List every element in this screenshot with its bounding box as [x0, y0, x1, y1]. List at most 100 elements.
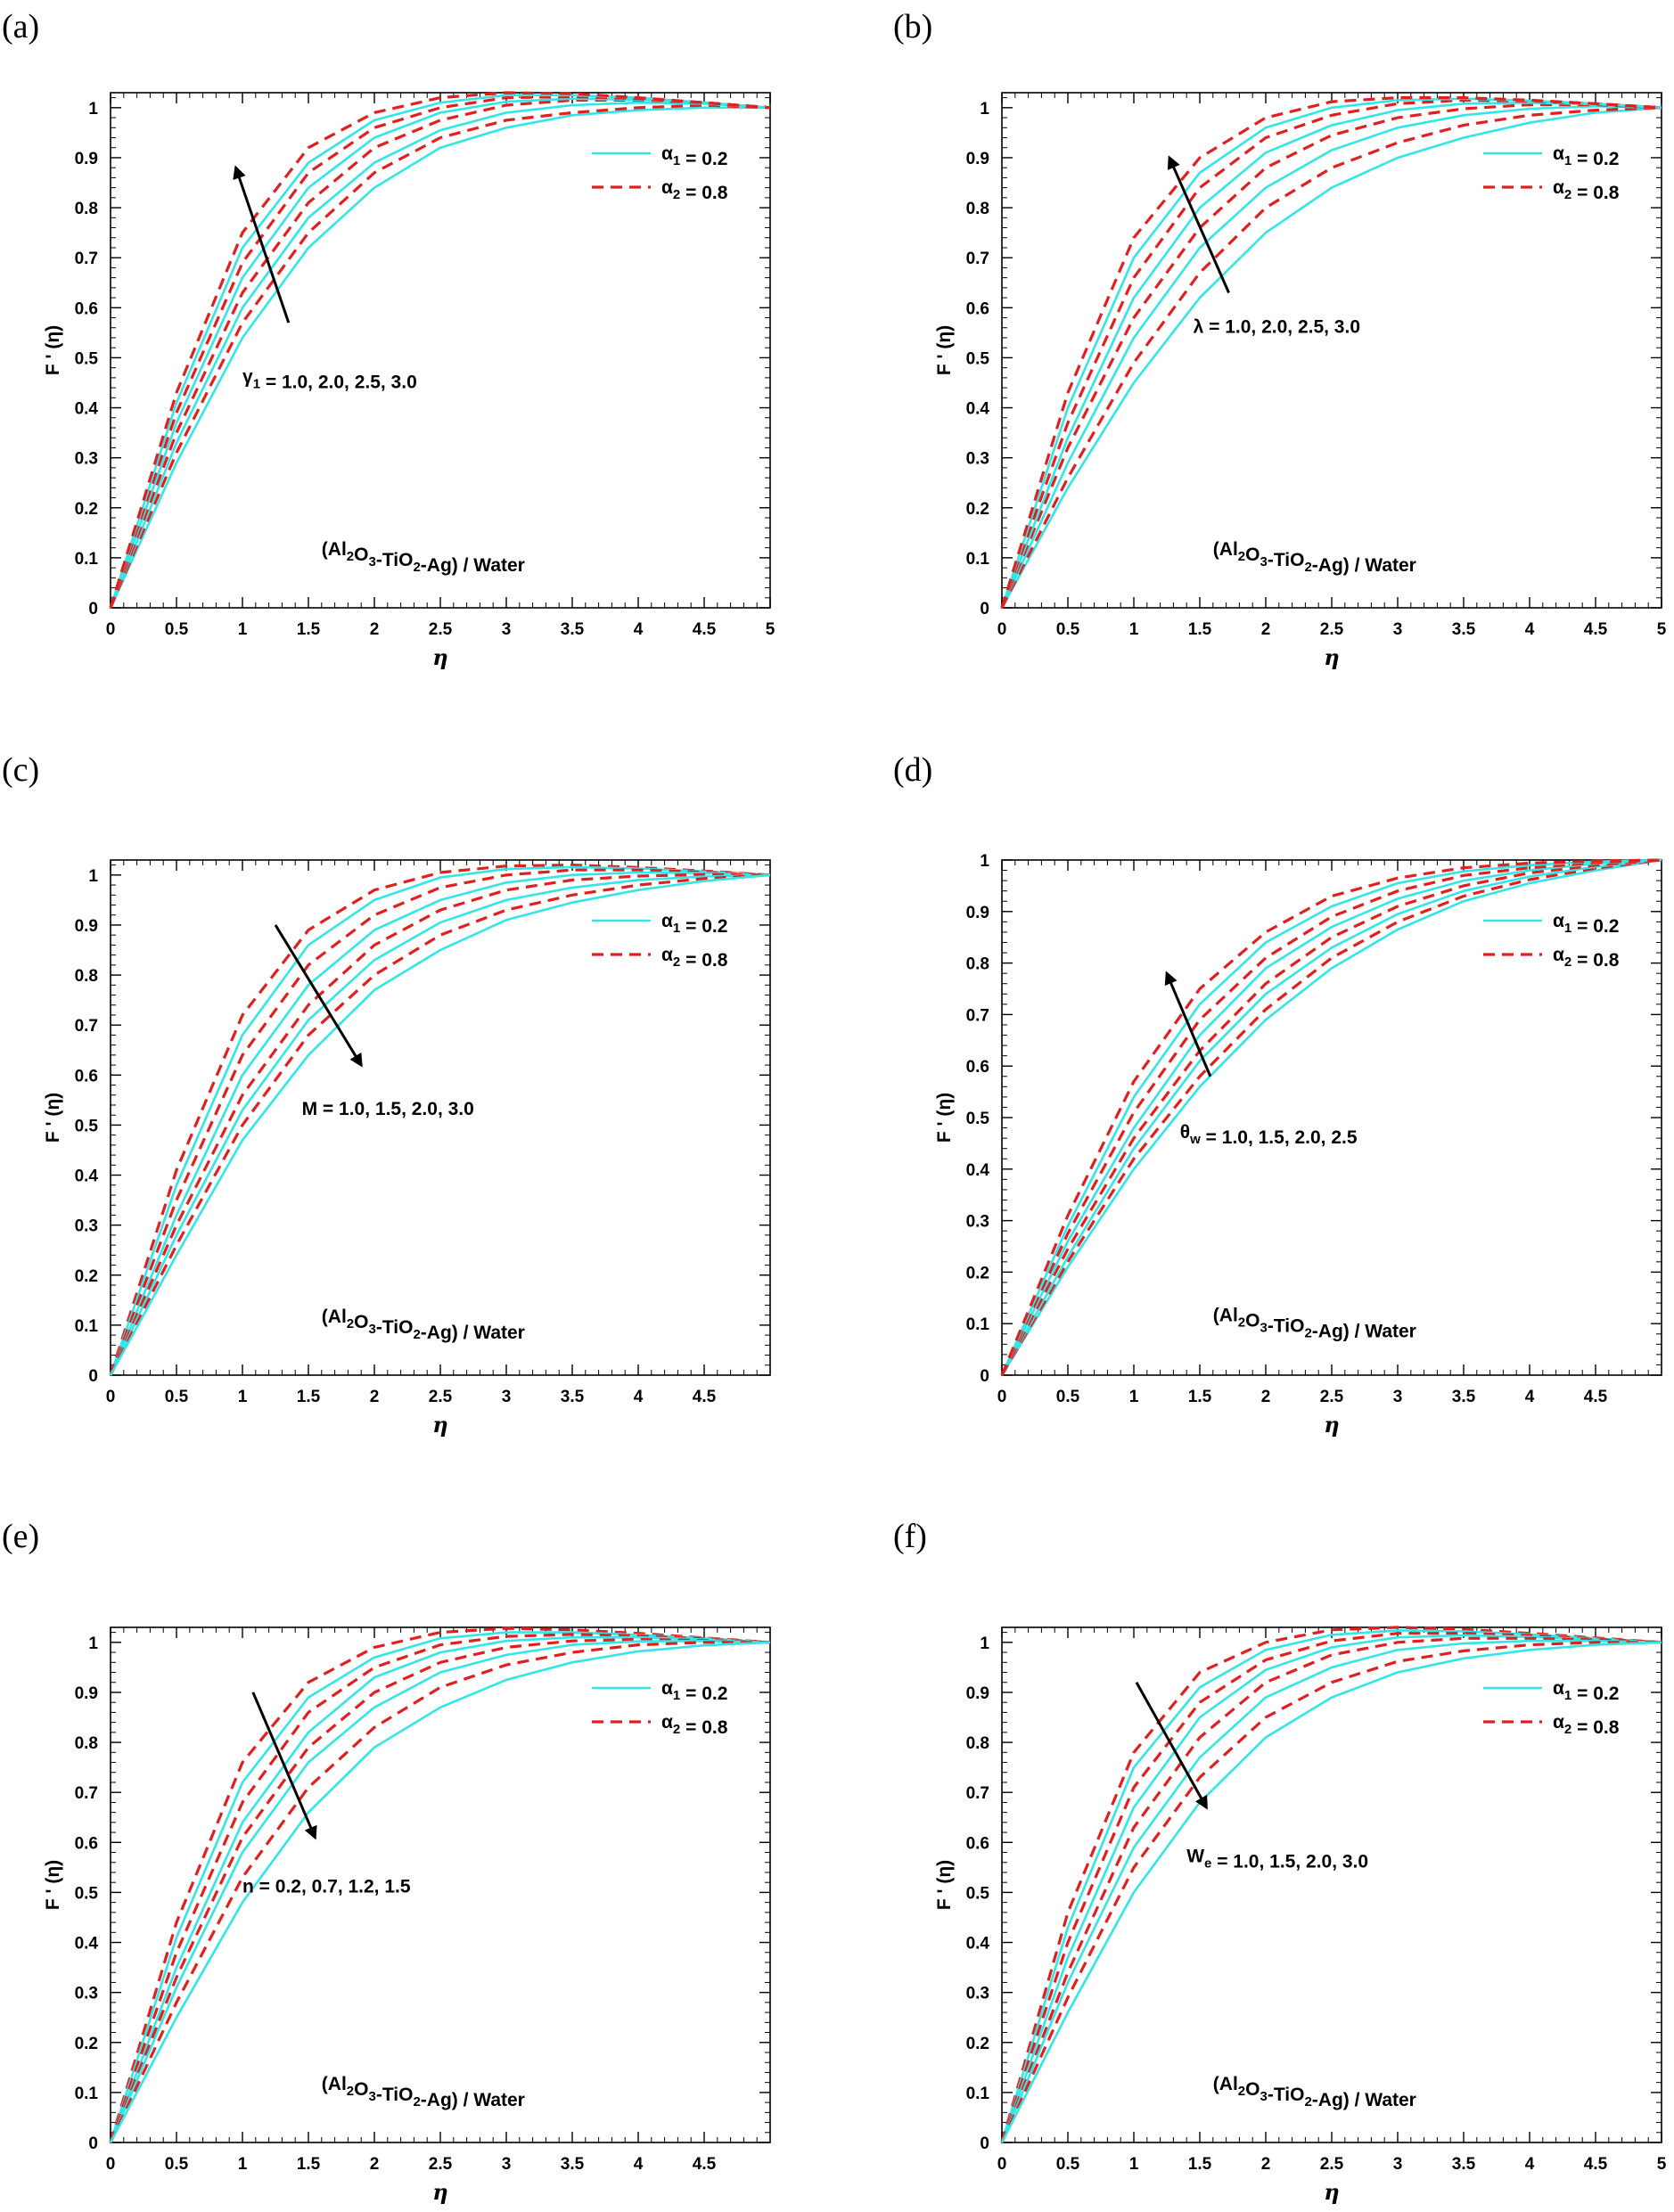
param-values: = 1.0, 1.5, 2.0, 2.5 [1201, 1127, 1358, 1148]
fluid-part: -TiO [376, 550, 414, 570]
trend-arrow [274, 924, 363, 1068]
fluid-sub: 3 [368, 554, 375, 569]
y-tick-label: 0.5 [75, 1117, 99, 1135]
param-symbol: γ [242, 366, 253, 387]
legend-value: = 0.2 [680, 916, 727, 937]
x-tick-label: 0.5 [1056, 2155, 1080, 2174]
x-tick-label: 3.5 [561, 620, 585, 639]
y-tick-label: 0.3 [75, 1985, 98, 2003]
y-tick-label: 0.2 [966, 500, 989, 519]
series-line-dashed [1000, 106, 1662, 609]
series-line-dashed [109, 98, 771, 609]
param-values: = 1.0, 2.0, 2.5, 3.0 [260, 372, 417, 392]
x-tick-label: 1.5 [1188, 620, 1212, 639]
legend-symbol: α [661, 143, 673, 164]
series-line-dashed [109, 863, 771, 1376]
series-line-solid [109, 1639, 771, 2143]
series-line-dashed [1000, 98, 1662, 609]
param-subscript: w [1189, 1132, 1201, 1147]
legend-symbol: α [661, 1712, 673, 1733]
parameter-annotation: θw = 1.0, 1.5, 2.0, 2.5 [1180, 1122, 1358, 1148]
legend-label: α1 = 0.2 [661, 911, 727, 937]
plot-frame [110, 1626, 771, 2143]
fluid-part: -Ag) / Water [1312, 1321, 1416, 1341]
panel-label: (c) [2, 751, 39, 789]
legend-symbol: α [1553, 177, 1564, 198]
legend-symbol: α [1553, 143, 1564, 164]
legend-symbol: α [661, 911, 673, 931]
parameter-annotation: γ1 = 1.0, 2.0, 2.5, 3.0 [242, 366, 417, 392]
series-line-solid [109, 1641, 771, 2143]
y-tick-label: 0.6 [75, 1067, 98, 1086]
x-tick-label: 4 [634, 2155, 644, 2174]
x-tick-label: 5 [766, 620, 775, 639]
series-line-dashed [1000, 95, 1662, 609]
legend-label: α1 = 0.2 [1553, 911, 1619, 937]
x-tick-label: 3 [1393, 1388, 1403, 1406]
series-line-dashed [1000, 858, 1662, 1376]
fluid-part: -TiO [1268, 550, 1305, 570]
y-tick-label: 0.9 [966, 904, 989, 922]
x-tick-label: 1 [1129, 1388, 1139, 1406]
y-tick-label: 0.4 [966, 1935, 990, 1954]
x-tick-label: 4 [1525, 620, 1535, 639]
y-axis-label: F ' (η) [43, 325, 63, 375]
y-tick-label: 0.3 [75, 1217, 98, 1236]
series-line-solid [1000, 1641, 1662, 2143]
y-tick-label: 0.9 [75, 150, 98, 168]
series-line-solid [1000, 1639, 1662, 2143]
fluid-sub: 2 [1304, 1325, 1311, 1340]
x-tick-label: 3 [1393, 620, 1403, 639]
x-tick-label: 3.5 [1452, 620, 1476, 639]
legend-label: α2 = 0.8 [1553, 945, 1620, 971]
fluid-part: -TiO [1268, 2085, 1305, 2105]
x-tick-label: 2 [370, 620, 380, 639]
legend-value: = 0.8 [1571, 1717, 1619, 1738]
y-tick-label: 0.4 [966, 1161, 990, 1180]
legend-symbol: α [1553, 1712, 1564, 1733]
fluid-part: -Ag) / Water [421, 2090, 525, 2110]
legend-label: α1 = 0.2 [661, 1678, 727, 1704]
param-values: = 1.0, 1.5, 2.0, 3.0 [1211, 1852, 1368, 1872]
parameter-annotation: λ = 1.0, 2.0, 2.5, 3.0 [1194, 316, 1360, 337]
fluid-part: O [354, 1312, 368, 1332]
fluid-part: (Al [1213, 2074, 1238, 2094]
y-tick-label: 0.5 [75, 1884, 99, 1903]
y-tick-label: 0.4 [75, 1167, 99, 1186]
y-tick-label: 0.8 [966, 955, 989, 974]
legend-symbol: α [1553, 945, 1564, 965]
fluid-annotation: (Al2O3-TiO2-Ag) / Water [322, 2074, 525, 2110]
x-tick-label: 3.5 [1452, 1388, 1476, 1406]
fluid-sub: 2 [1238, 1315, 1245, 1330]
x-tick-label: 2 [370, 2155, 380, 2174]
param-values: = 0.2, 0.7, 1.2, 1.5 [254, 1876, 411, 1897]
legend-subscript: 2 [673, 1722, 680, 1737]
series-line-solid [109, 1631, 771, 2143]
legend-subscript: 1 [673, 1688, 680, 1703]
fluid-part: (Al [322, 1307, 347, 1327]
x-tick-label: 2 [1261, 620, 1271, 639]
param-symbol: M [302, 1099, 318, 1119]
chart-panel-d: (d) 0 0.5 1 1.5 2 2.5 3 3.5 4 4.5 0 0.1 0.2 0.3 0.4 0.5 0… [893, 751, 1662, 1438]
y-axis-label: F ' (η) [934, 1860, 955, 1910]
fluid-part: O [1245, 545, 1260, 565]
param-symbol: n [242, 1876, 254, 1897]
series-line-dashed [109, 1637, 771, 2143]
panel-label: (b) [893, 8, 932, 45]
legend-value: = 0.8 [680, 183, 727, 203]
fluid-part: -TiO [376, 2085, 414, 2105]
y-tick-label: 0.5 [966, 1884, 990, 1903]
y-tick-label: 0.4 [75, 400, 99, 419]
series-line-solid [109, 865, 771, 1376]
x-tick-label: 4.5 [1584, 1388, 1608, 1406]
legend-symbol: α [661, 1678, 673, 1699]
x-tick-label: 3.5 [561, 1388, 585, 1406]
series-line-solid [1000, 858, 1662, 1376]
panel-label: (f) [893, 1518, 927, 1555]
legend-symbol: α [661, 945, 673, 965]
series-line-solid [109, 97, 771, 609]
x-tick-label: 0.5 [165, 620, 189, 639]
y-tick-label: 0 [88, 1367, 98, 1386]
fluid-part: -Ag) / Water [421, 555, 525, 576]
x-tick-label: 4.5 [693, 2155, 717, 2174]
